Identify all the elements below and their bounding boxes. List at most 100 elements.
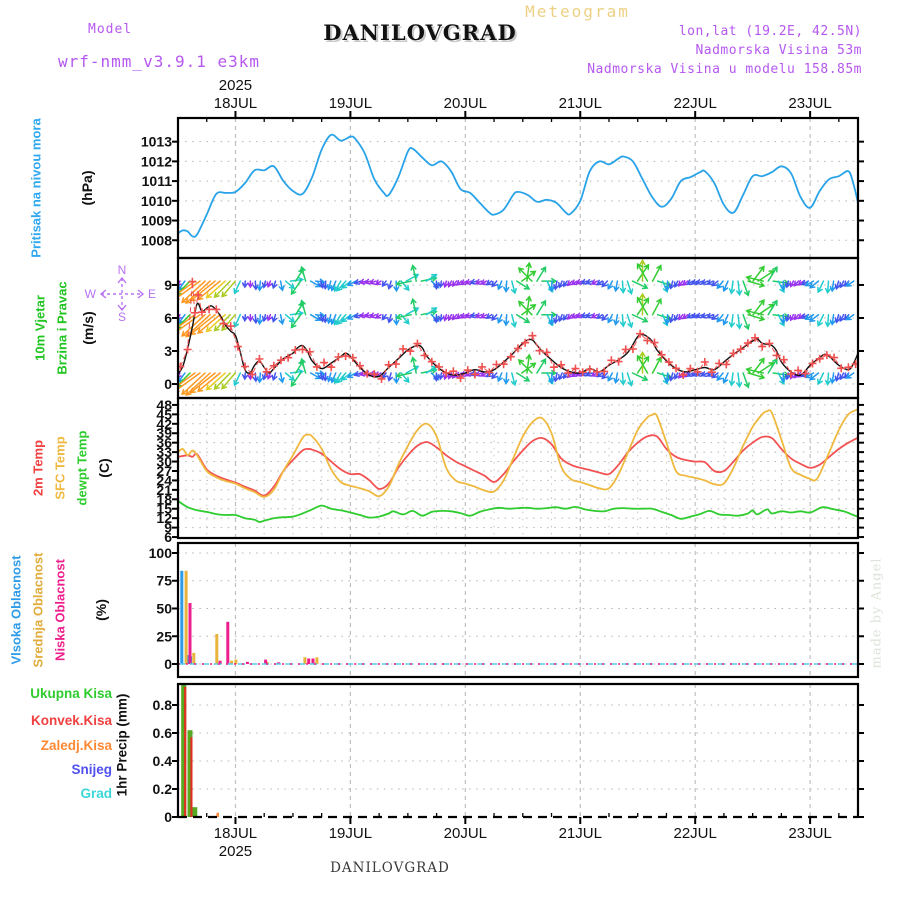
wind-speed-marker [542, 348, 551, 357]
pressure-axis-title: Pritisak na nivou mora [28, 118, 44, 258]
wind-arrow [651, 297, 662, 316]
wind-arrow [485, 279, 493, 286]
wind-arrow [205, 280, 226, 299]
wind-speed-marker [241, 362, 250, 371]
wind-arrow [381, 313, 388, 321]
wind-arrow [736, 372, 743, 389]
cloudiness-bar [230, 660, 234, 664]
wind-speed-marker [190, 308, 199, 317]
wind-arrow [580, 312, 588, 319]
wind-arrow [745, 308, 764, 316]
wind-arrow [485, 313, 493, 320]
wind-arrow [784, 280, 791, 289]
wind-arrow [261, 372, 268, 381]
wind-arrow [503, 313, 510, 327]
wind-arrow [459, 312, 468, 319]
precipitation-bar [216, 812, 219, 817]
wind-arrow [374, 313, 382, 319]
temp-units-label: (C) [96, 458, 112, 478]
wind-arrow [510, 280, 517, 295]
wind-arrow [558, 372, 564, 381]
elevation-text: Nadmorska Visina 53m [695, 43, 862, 58]
wind-arrow [639, 258, 646, 282]
wind-arrow [636, 354, 649, 374]
cloudiness-bar [307, 658, 311, 665]
wind-arrow [780, 280, 787, 291]
wind-arrow [290, 313, 302, 329]
wind-arrow [474, 278, 483, 285]
wind-arrow [585, 370, 593, 377]
wind-arrow [314, 278, 326, 285]
wind-arrow [278, 280, 285, 292]
wind-arrow [451, 313, 458, 321]
y-tick-label: 27 [156, 463, 172, 479]
wind-arrow [346, 313, 357, 320]
wind-arrow [516, 280, 531, 290]
wind-arrow [690, 279, 699, 285]
wind-arrow [793, 280, 800, 287]
wind-speed-marker [535, 346, 544, 355]
y-tick-label: 0 [164, 809, 172, 825]
cloudiness-bar [215, 634, 219, 664]
wind-speed-marker [837, 364, 846, 373]
sfc-temp-line [178, 408, 858, 498]
wind-arrow [631, 372, 649, 382]
wind-speed-marker [643, 336, 652, 345]
wind-speed-marker [355, 361, 364, 370]
wind-speed-marker [557, 360, 566, 369]
wind-arrow [447, 313, 454, 322]
wind-speed-marker [693, 367, 702, 376]
y-tick-label: 18 [156, 491, 172, 507]
wind-arrow [590, 279, 599, 285]
wind-arrow [829, 313, 836, 326]
wind-speed-marker [700, 358, 709, 366]
compass-rose: N S W E [85, 263, 156, 324]
wind-arrow [516, 313, 531, 324]
wind-arrow [742, 313, 750, 331]
wind-arrow [804, 313, 815, 320]
day-label-top: 21JUL [559, 95, 602, 112]
wind-arrow [631, 313, 649, 323]
wind-arrow [585, 278, 593, 285]
wind-arrow [745, 275, 764, 282]
wind-arrow [271, 280, 278, 290]
wind-speed-marker [650, 338, 659, 347]
wind-arrow [780, 372, 787, 383]
wind-arrow [241, 280, 249, 289]
wind-arrow [728, 313, 736, 329]
wind-arrow [221, 280, 236, 298]
temp-sfc-legend: SFC Temp [52, 436, 68, 500]
lonlat-text: lon,lat (19.2E, 42.5N) [678, 24, 862, 39]
wind-arrow [570, 279, 578, 286]
2m-temp-line [178, 434, 858, 497]
wind-arrow [596, 279, 604, 286]
y-tick-label: 15 [156, 501, 172, 517]
wind-arrow [299, 357, 307, 374]
wind-arrow [639, 350, 646, 374]
wind-arrow [789, 280, 796, 288]
wind-speed-marker [600, 367, 609, 376]
wind-speed-marker [348, 353, 357, 362]
wind-arrow [464, 312, 473, 319]
wind-arrow [722, 280, 729, 293]
wind-arrow [668, 280, 675, 290]
wind-speed-marker [420, 351, 429, 360]
cloudiness-bar [186, 655, 190, 664]
wind-arrow [706, 279, 714, 285]
y-tick-label: 1008 [141, 232, 172, 248]
day-label-bottom: 19JUL [329, 825, 372, 842]
wind-arrow [213, 313, 231, 332]
y-tick-label: 6 [164, 529, 172, 545]
wind-arrow [824, 372, 832, 387]
wind-speed-marker [269, 361, 278, 370]
wind-arrow [673, 372, 680, 380]
wind-arrow [601, 372, 609, 380]
cloudiness-grid [178, 543, 858, 677]
wind-arrow [536, 299, 547, 316]
wind-arrow [541, 277, 558, 285]
wind-arrow [536, 357, 547, 374]
wind-speed-marker [327, 363, 336, 372]
wind-arrow [548, 280, 555, 293]
wind-arrow [695, 312, 704, 319]
wind-speed-marker [636, 329, 645, 338]
